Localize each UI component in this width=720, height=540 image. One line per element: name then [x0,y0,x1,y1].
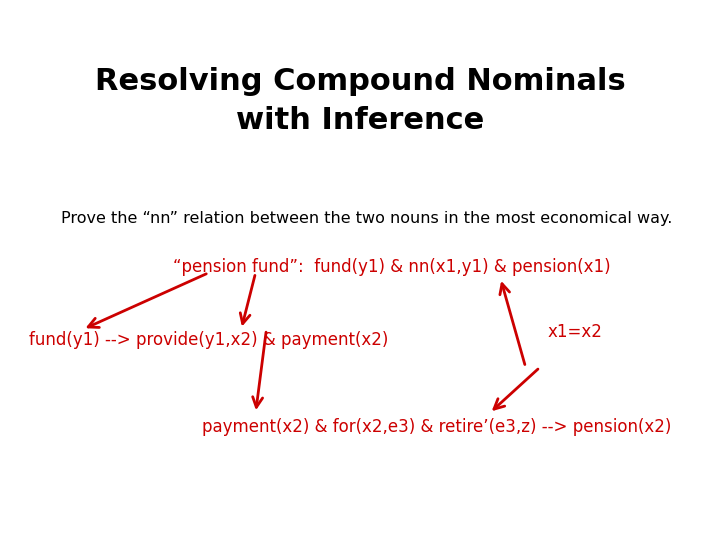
Text: payment(x2) & for(x2,e3) & retire’(e3,z) --> pension(x2): payment(x2) & for(x2,e3) & retire’(e3,z)… [202,417,671,436]
Text: “pension fund”:  fund(y1) & nn(x1,y1) & pension(x1): “pension fund”: fund(y1) & nn(x1,y1) & p… [173,258,611,276]
Text: Resolving Compound Nominals
with Inference: Resolving Compound Nominals with Inferen… [94,68,626,134]
Text: x1=x2: x1=x2 [547,323,602,341]
Text: Prove the “nn” relation between the two nouns in the most economical way.: Prove the “nn” relation between the two … [61,211,672,226]
Text: fund(y1) --> provide(y1,x2) & payment(x2): fund(y1) --> provide(y1,x2) & payment(x2… [29,331,388,349]
